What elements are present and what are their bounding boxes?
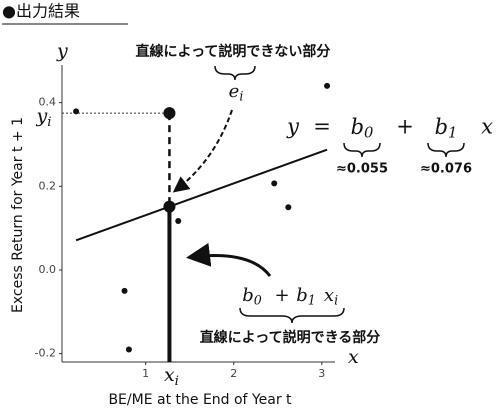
point	[125, 346, 132, 353]
arrow	[186, 242, 272, 277]
x-i-label-base: x	[164, 364, 175, 386]
residual-note: 直線によって説明できない部分	[136, 43, 331, 60]
point	[285, 204, 292, 211]
point	[73, 108, 80, 115]
point	[324, 82, 331, 89]
y-i-label: yi	[36, 105, 52, 129]
eq-b1-base: b	[435, 115, 448, 139]
residual-symbol: ei	[229, 81, 244, 103]
fit-x-base: x	[324, 285, 334, 306]
x-tick-label: 2	[230, 367, 237, 380]
fit-b1-base: b	[296, 285, 308, 306]
residual-symbol-base: e	[229, 81, 240, 102]
eq-lhs: y	[286, 115, 300, 139]
y-tick-label: 0.0	[39, 263, 57, 276]
fit-plus: +	[274, 285, 289, 306]
x-tick-label: 1	[142, 367, 149, 380]
eq-plus: +	[396, 115, 414, 139]
x-i-label: xi	[164, 364, 179, 388]
fit-b0: b0	[242, 285, 262, 307]
y-tick-label: 0.4	[39, 96, 57, 109]
fit-b1-sub: 1	[308, 292, 316, 307]
fit-b0-sub: 0	[254, 292, 262, 307]
brace	[214, 65, 256, 81]
point	[271, 180, 278, 187]
eq-b0: b0	[351, 115, 374, 142]
eq-b1-sub: 1	[448, 124, 457, 141]
point	[121, 287, 128, 294]
fit-x: xi	[324, 285, 338, 307]
slope-label: ≈0.076	[420, 162, 472, 177]
fitted-note: 直線によって説明できる部分	[200, 329, 381, 346]
eq-b1: b1	[435, 115, 458, 142]
brace	[427, 142, 465, 158]
fit-b1: b1	[296, 285, 316, 307]
regression-line	[75, 148, 328, 242]
x-symbol: x	[348, 346, 359, 368]
fit-b0-base: b	[242, 285, 254, 306]
y-tick-label: -0.2	[35, 347, 56, 360]
residual-symbol-sub: i	[239, 88, 243, 103]
y-axis-label: Excess Return for Year t + 1	[10, 117, 26, 313]
arrow	[172, 109, 233, 193]
y-i-label-base: y	[36, 105, 48, 127]
brace	[239, 307, 345, 324]
eq-b0-base: b	[351, 115, 364, 139]
eq-equals: =	[313, 115, 331, 139]
intercept-label: ≈0.055	[336, 162, 388, 177]
x-axis-label: BE/ME at the End of Year t	[108, 392, 292, 408]
point	[175, 218, 182, 225]
chart-title: ●出力結果	[2, 2, 80, 21]
fitted-point	[163, 200, 176, 213]
eq-var: x	[481, 115, 493, 139]
brace	[343, 142, 381, 158]
x-i-label-sub: i	[175, 373, 179, 388]
highlight-point	[163, 107, 176, 120]
y-symbol: y	[56, 40, 68, 62]
eq-b0-sub: 0	[364, 124, 373, 141]
fit-x-sub: i	[334, 292, 338, 307]
y-tick-label: 0.2	[39, 179, 57, 192]
x-tick-label: 3	[318, 367, 325, 380]
y-i-label-sub: i	[47, 114, 51, 129]
